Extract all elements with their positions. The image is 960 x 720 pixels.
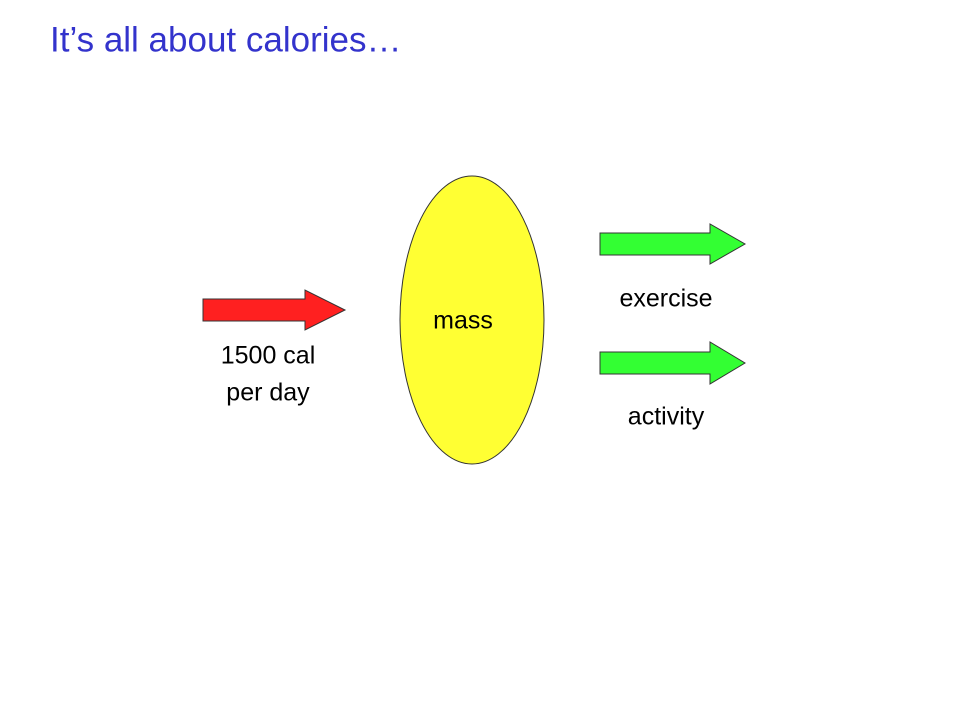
input-label-line: 1500 cal bbox=[221, 342, 316, 370]
mass-label: mass bbox=[433, 307, 493, 335]
output-arrow bbox=[599, 341, 746, 385]
input-label-line: per day bbox=[226, 379, 310, 407]
mass-ellipse bbox=[399, 175, 545, 465]
input-arrow bbox=[202, 289, 347, 331]
activity-label: activity bbox=[628, 403, 705, 431]
exercise-label: exercise bbox=[619, 285, 712, 313]
title: It’s all about calories… bbox=[50, 20, 401, 59]
output-arrow bbox=[599, 223, 747, 265]
